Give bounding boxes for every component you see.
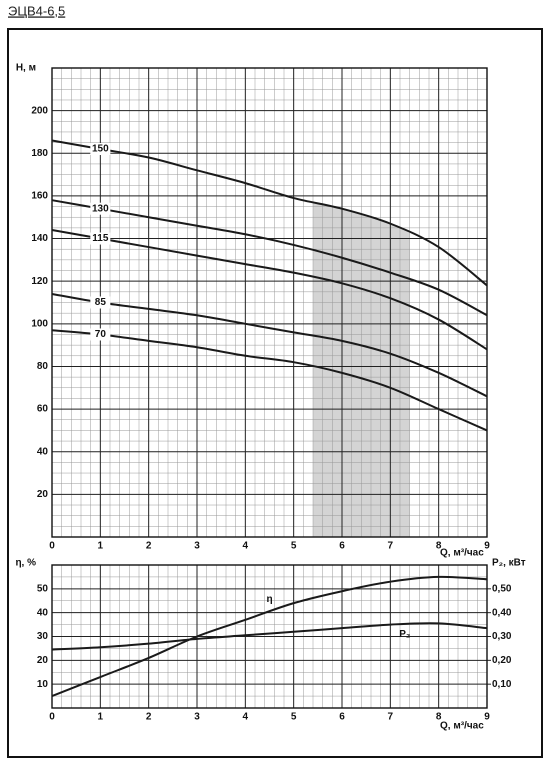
plot-border [51, 67, 488, 538]
x-axis-label: Q, м³/час [440, 721, 484, 732]
x-tick-label: 1 [98, 541, 104, 552]
y2-tick-label: 0,50 [492, 583, 512, 594]
frame [7, 28, 543, 758]
charts: 0 1 2 3 4 5 6 7 8 9204060801001201401601802001501… [15, 63, 525, 732]
x-tick-label: 4 [243, 541, 249, 552]
y-axis-label: η, % [15, 558, 36, 569]
curve-label-bg [90, 232, 111, 245]
curve-label-bg [90, 143, 111, 156]
curve-label: P₂ [399, 629, 410, 640]
curve-label: 150 [92, 144, 109, 155]
x-tick-label: 5 [291, 712, 297, 723]
plot-border [51, 564, 488, 709]
chart-title: ЭЦВ4-6,5 [8, 3, 65, 18]
y-tick-label: 180 [31, 148, 48, 159]
y-tick-label: 30 [37, 631, 49, 642]
y-tick-label: 50 [37, 583, 49, 594]
curve-label: 85 [95, 297, 107, 308]
x-tick-label: 3 [194, 712, 200, 723]
y-tick-label: 10 [37, 679, 49, 690]
x-tick-label: 7 [388, 712, 394, 723]
x-tick-label: 9 [484, 541, 490, 552]
x-tick-label: 0 [49, 541, 55, 552]
curve-label: 115 [92, 233, 109, 244]
x-tick-label: 2 [146, 712, 152, 723]
curve [51, 229, 488, 351]
curve-label: 70 [95, 329, 107, 340]
x-tick-label: 8 [436, 712, 442, 723]
x-tick-label: 4 [243, 712, 249, 723]
y-tick-label: 20 [37, 655, 49, 666]
x-tick-label: 6 [339, 712, 345, 723]
y-tick-label: 200 [31, 105, 48, 116]
y-tick-label: 40 [37, 446, 49, 457]
y2-tick-label: 0,40 [492, 607, 512, 618]
y2-tick-label: 0,10 [492, 679, 512, 690]
curve-label-bg [90, 202, 111, 215]
curve [51, 622, 488, 651]
y2-tick-label: 0,30 [492, 631, 512, 642]
curve [51, 575, 488, 698]
curve [51, 329, 488, 432]
y2-tick-label: 0,20 [492, 655, 512, 666]
y-tick-label: 140 [31, 233, 48, 244]
curve [51, 139, 488, 287]
y-tick-label: 80 [37, 361, 49, 372]
y-tick-label: 40 [37, 607, 49, 618]
x-tick-label: 2 [146, 541, 152, 552]
y-tick-label: 60 [37, 404, 49, 415]
x-tick-label: 8 [436, 541, 442, 552]
x-tick-label: 3 [194, 541, 200, 552]
y-axis-label: H, м [16, 63, 36, 74]
curve-label: η [266, 594, 272, 605]
y-tick-label: 20 [37, 489, 49, 500]
x-tick-label: 6 [339, 541, 345, 552]
curve [51, 292, 488, 398]
x-tick-label: 0 [49, 712, 55, 723]
curve-label: 130 [92, 203, 109, 214]
x-tick-label: 1 [98, 712, 104, 723]
x-tick-label: 5 [291, 541, 297, 552]
curve-label-bg [90, 296, 111, 309]
curve [51, 199, 488, 317]
x-tick-label: 9 [484, 712, 490, 723]
curve-label-bg [90, 328, 111, 341]
x-axis-label: Q, м³/час [440, 548, 484, 559]
y2-axis-label: P₂, кВт [492, 558, 526, 569]
x-tick-label: 7 [388, 541, 394, 552]
y-tick-label: 160 [31, 191, 48, 202]
y-tick-label: 120 [31, 276, 48, 287]
y-tick-label: 100 [31, 318, 48, 329]
